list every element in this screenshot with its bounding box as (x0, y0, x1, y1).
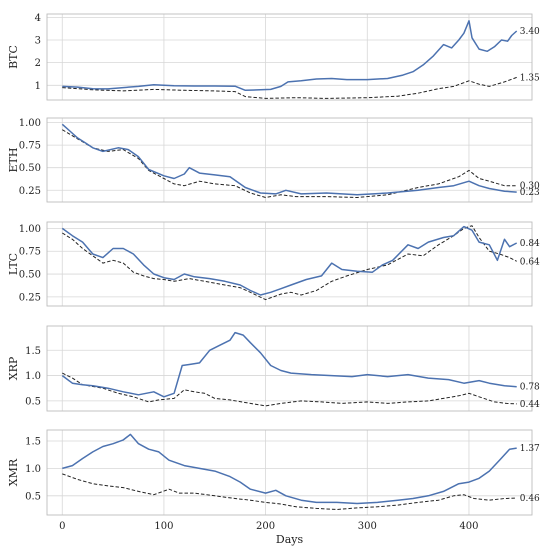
y-tick-label: 0.50 (19, 270, 41, 281)
benchmark-line (62, 372, 517, 407)
y-tick-label: 1.00 (19, 224, 41, 235)
y-tick-label: 0.5 (25, 491, 41, 502)
strategy-line (61, 225, 518, 296)
y-tick-label: 0.50 (19, 163, 41, 174)
panel-eth: 0.25 0.50 0.75 1.00 ETH 0.230.30 (7, 117, 540, 203)
panel-frame (46, 325, 533, 412)
panel-frame (46, 429, 533, 516)
panel-btc: 1 2 3 4 BTC 3.40 1.35 (7, 13, 540, 101)
y-tick-label: 1.0 (25, 464, 41, 475)
y-tick-label: 1 (35, 81, 41, 92)
y-tick-label: 1.0 (25, 371, 41, 382)
strategy-line (61, 331, 517, 398)
y-tick-label: 1.5 (25, 436, 41, 447)
panel-ltc: 0.25 0.50 0.75 1.00 LTC 0.84 0.64 (7, 221, 540, 307)
y-tick-label: 0.25 (19, 186, 41, 197)
x-tick-label: 400 (459, 521, 478, 532)
benchmark-end-label: 0.44 (520, 400, 540, 410)
x-tick-label: 200 (256, 521, 275, 532)
benchmark-end-label: 1.35 (520, 73, 540, 83)
y-axis-label: XMR (7, 458, 20, 486)
y-axis-label: XRP (7, 356, 20, 380)
y-tick-label: 1.00 (19, 118, 41, 129)
y-tick-label: 0.5 (25, 396, 41, 407)
x-tick-label: 300 (358, 521, 377, 532)
strategy-end-label: 3.40 (520, 27, 540, 37)
y-axis-label: LTC (7, 253, 20, 275)
y-tick-label: 0.75 (19, 247, 41, 258)
y-axis-label: ETH (7, 148, 20, 173)
y-axis-label: BTC (7, 45, 20, 69)
benchmark-line (62, 473, 517, 510)
benchmark-line (62, 129, 517, 198)
benchmark-end-label: 0.46 (520, 494, 540, 504)
strategy-end-label: 0.78 (520, 383, 540, 393)
panel-xmr: 0.5 1.0 1.5 XMR 1.37 0.46 0 100 200 300 400 Days (7, 429, 540, 546)
y-tick-label: 4 (35, 13, 41, 24)
benchmark-end-label: 0.30 (520, 182, 540, 192)
strategy-end-label: 1.37 (520, 444, 540, 454)
chart-panels: 1234BTC3.401.350.250.500.751.00ETH0.230.… (7, 13, 540, 546)
x-tick-label: 0 (59, 521, 65, 532)
panel-xrp: 0.5 1.0 1.5 XRP 0.78 0.44 (7, 325, 540, 412)
x-axis-label: Days (276, 533, 304, 546)
y-tick-label: 1.5 (25, 346, 41, 357)
y-tick-label: 2 (35, 58, 41, 69)
panel-frame (46, 13, 533, 101)
strategy-line (62, 433, 517, 505)
y-tick-label: 0.25 (19, 292, 41, 303)
panel-frame (46, 221, 533, 307)
y-tick-label: 0.75 (19, 141, 41, 152)
panel-frame (46, 117, 533, 203)
x-tick-label: 100 (154, 521, 173, 532)
benchmark-line (62, 225, 517, 301)
benchmark-end-label: 0.64 (520, 257, 540, 267)
strategy-line (61, 123, 517, 196)
strategy-end-label: 0.23 (520, 188, 540, 198)
strategy-end-label: 0.84 (520, 239, 540, 249)
benchmark-line (62, 76, 517, 99)
y-tick-label: 3 (35, 36, 41, 47)
strategy-line (62, 20, 518, 92)
